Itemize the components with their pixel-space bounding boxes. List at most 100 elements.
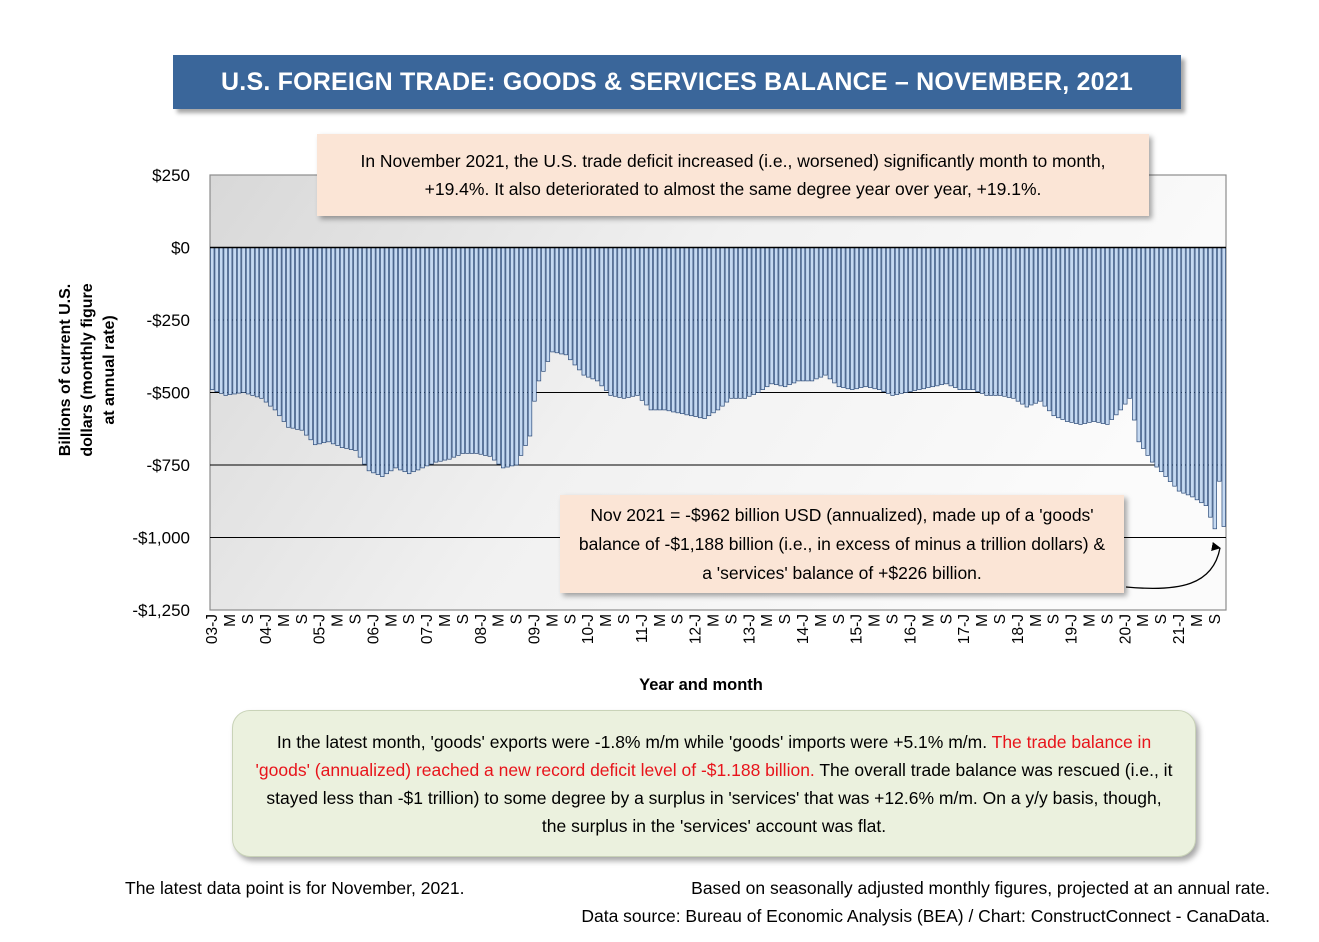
bar-series (210, 247, 1226, 530)
x-tick-label: M (544, 614, 561, 627)
x-tick-label: S (1046, 614, 1063, 624)
bar (447, 247, 452, 460)
bar (402, 247, 407, 473)
bar (653, 247, 658, 411)
bar (326, 247, 331, 443)
x-tick-label: 21-J (1171, 614, 1188, 644)
bar (1015, 247, 1021, 402)
x-tick-label: 18-J (1010, 614, 1027, 644)
bar (344, 247, 349, 449)
bar (1221, 247, 1226, 527)
bar (644, 247, 649, 406)
bar (595, 247, 600, 382)
bar (501, 247, 506, 469)
bar (295, 247, 300, 430)
y-tick-label: $250 (152, 166, 190, 185)
x-tick-label: S (723, 614, 740, 624)
bar (747, 247, 752, 397)
bar (442, 247, 448, 461)
bar (984, 247, 989, 396)
x-tick-label: M (437, 614, 454, 627)
x-tick-label: S (885, 614, 902, 624)
bar (586, 247, 591, 378)
bar (357, 247, 363, 458)
bar (348, 247, 354, 450)
x-tick-label: 06-J (365, 614, 382, 644)
x-tick-label: 19-J (1064, 614, 1081, 644)
bar (796, 247, 801, 382)
bar (1199, 247, 1204, 504)
bar (912, 247, 918, 391)
annotation-bottom-part3: The overall trade balance was rescued (i… (266, 759, 1173, 836)
bar (854, 247, 859, 390)
bar (1064, 247, 1070, 422)
bar (496, 247, 501, 465)
x-tick-label: S (562, 614, 579, 624)
bar (778, 247, 783, 387)
bar (850, 247, 855, 390)
bar (1020, 247, 1025, 405)
bar (841, 247, 846, 388)
bar (671, 247, 676, 413)
x-tick-label: S (1207, 614, 1224, 624)
bar (228, 247, 233, 395)
bar (1069, 247, 1074, 423)
y-tick-label: -$1,000 (132, 529, 190, 548)
annotation-bottom-text: In the latest month, 'goods' exports wer… (255, 728, 1173, 840)
x-tick-label: M (276, 614, 293, 627)
bar (1029, 247, 1034, 406)
x-tick-label: S (831, 614, 848, 624)
bar (805, 247, 810, 382)
bar (675, 247, 680, 414)
x-tick-label: M (813, 614, 830, 627)
bar (689, 247, 694, 417)
footer-source: Data source: Bureau of Economic Analysis… (581, 906, 1270, 926)
bar (1011, 247, 1016, 399)
bar (290, 247, 295, 429)
x-tick-label: S (240, 614, 257, 624)
bar (389, 247, 394, 472)
bar (1172, 247, 1177, 487)
bar (1181, 247, 1186, 494)
bar (460, 247, 466, 454)
x-tick-label: 17-J (956, 614, 973, 644)
x-tick-label: 16-J (903, 614, 920, 644)
x-tick-label: 07-J (419, 614, 436, 644)
bar (1190, 247, 1195, 498)
bar (321, 247, 327, 444)
bar (420, 247, 425, 469)
x-tick-label: M (598, 614, 615, 627)
bar (541, 247, 546, 372)
bar (456, 247, 461, 456)
bar (953, 247, 958, 388)
bar (250, 247, 255, 396)
bar (680, 247, 685, 415)
x-tick-label: S (670, 614, 687, 624)
x-tick-label: S (992, 614, 1009, 624)
bar (272, 247, 278, 411)
bar (962, 247, 967, 390)
bar (899, 247, 904, 394)
bar (1100, 247, 1106, 424)
bar (559, 247, 564, 355)
x-tick-label: S (294, 614, 311, 624)
bar (863, 247, 868, 388)
x-tick-label: M (920, 614, 937, 627)
bar (917, 247, 922, 390)
bar (706, 247, 712, 417)
bar (317, 247, 322, 445)
bar (1118, 247, 1123, 411)
bar (353, 247, 358, 451)
x-tick-label: S (455, 614, 472, 624)
bar (263, 247, 269, 403)
bar (254, 247, 260, 398)
bar (1163, 247, 1168, 477)
bar (894, 247, 900, 395)
x-tick-label: S (348, 614, 365, 624)
bar (407, 247, 412, 475)
bar (536, 247, 542, 382)
bar (818, 247, 824, 378)
bar (1167, 247, 1173, 482)
x-tick-label: S (616, 614, 633, 624)
chart-title: U.S. FOREIGN TRADE: GOODS & SERVICES BAL… (173, 55, 1181, 109)
